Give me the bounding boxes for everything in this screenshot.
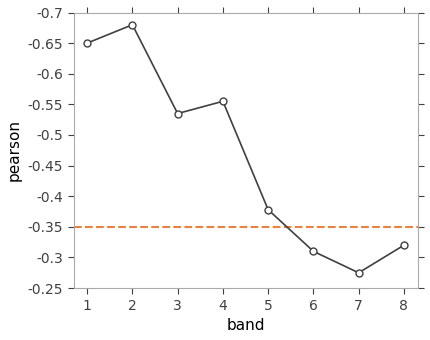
Y-axis label: pearson: pearson: [7, 119, 22, 181]
X-axis label: band: band: [226, 318, 265, 333]
